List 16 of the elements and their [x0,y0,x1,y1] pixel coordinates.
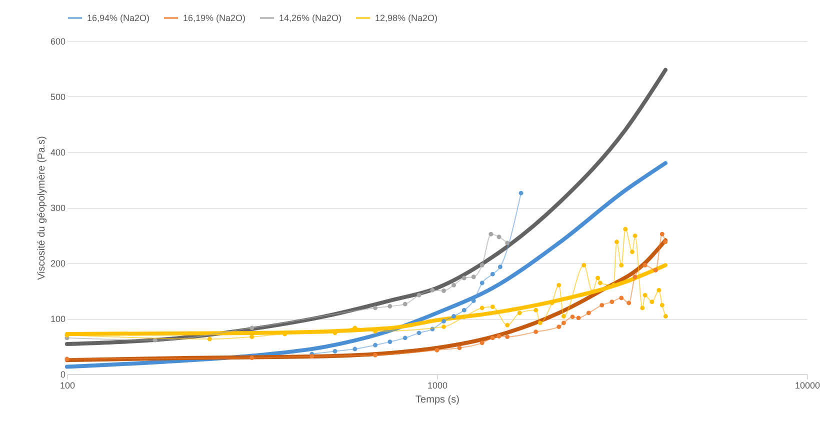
y-tick-label: 200 [50,258,66,268]
x-axis-title: Temps (s) [416,394,460,406]
legend-label: 12,98% (Na2O) [375,13,438,23]
y-tick-label: 400 [50,148,66,158]
x-tick-label: 1000 [427,380,448,390]
y-tick-label: 300 [50,203,66,213]
y-tick-label: 500 [50,92,66,102]
x-tick-label: 10000 [794,380,820,390]
legend-label: 16,19% (Na2O) [183,13,246,23]
y-tick-label: 0 [60,370,66,380]
legend-label: 14,26% (Na2O) [279,13,342,23]
y-tick-label: 100 [50,314,66,324]
y-tick-label: 600 [50,36,66,46]
x-tick-label: 100 [60,380,76,390]
legend-label: 16,94% (Na2O) [87,13,150,23]
y-axis-title: Viscosité du géopolymère (Pa.s) [36,136,48,280]
